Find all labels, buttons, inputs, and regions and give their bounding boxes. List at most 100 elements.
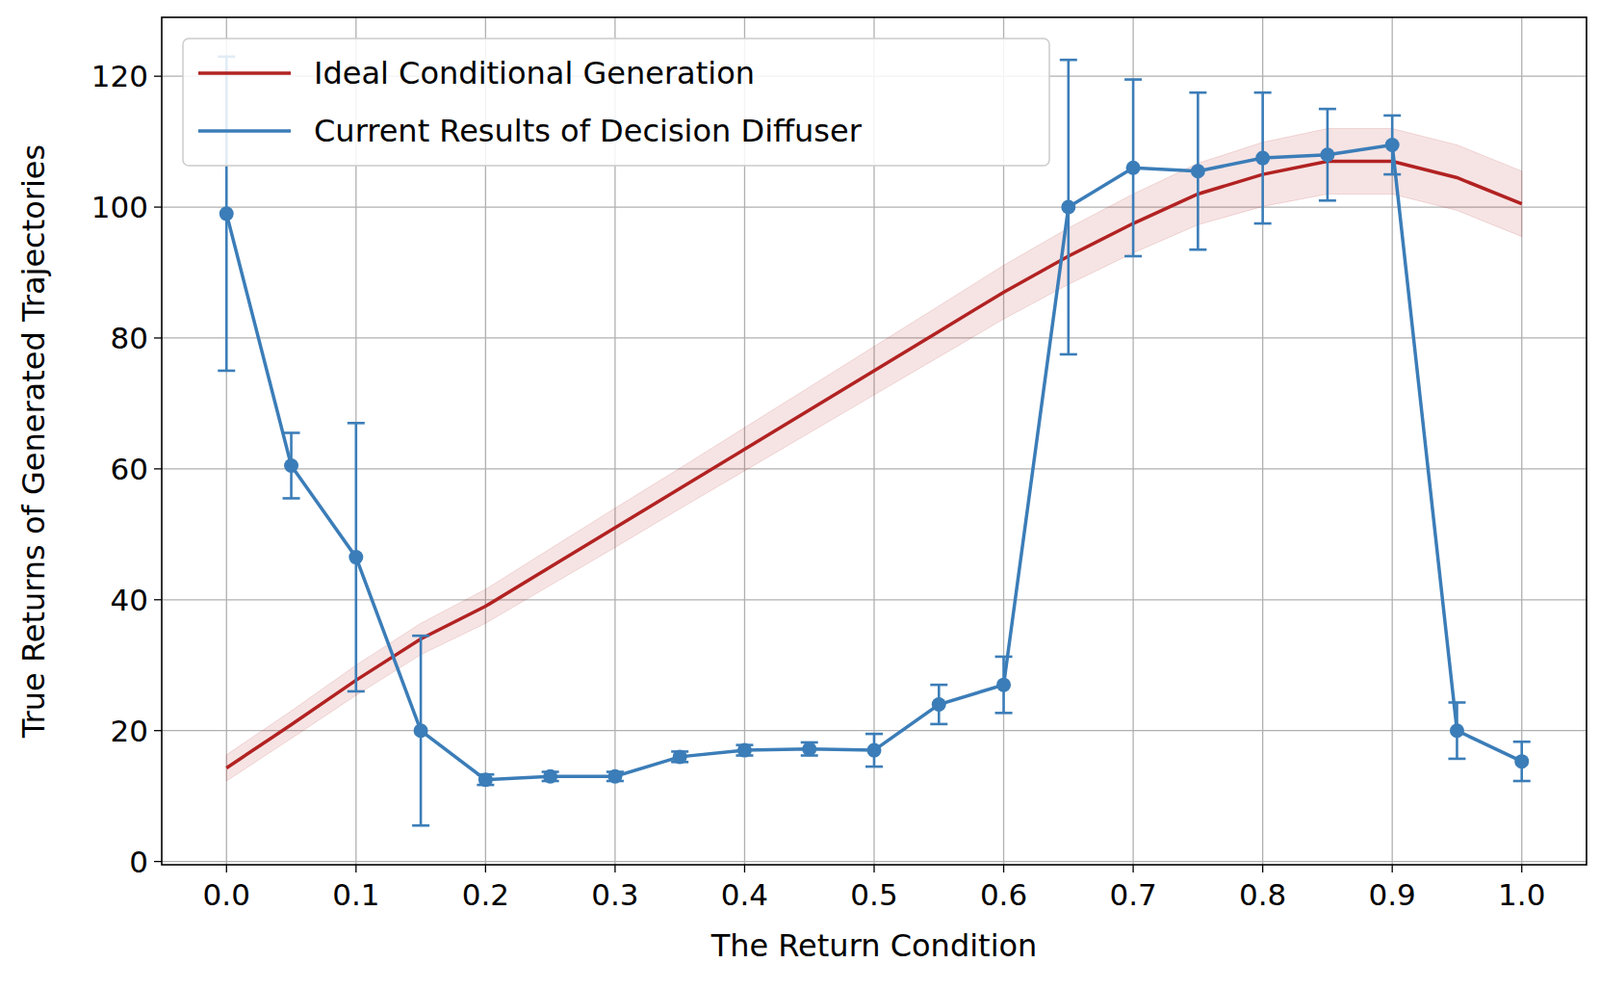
point	[1514, 753, 1529, 769]
point	[1255, 151, 1270, 166]
plot-area	[217, 56, 1530, 826]
tick	[154, 860, 162, 862]
legend-swatch	[198, 129, 291, 133]
tick	[1003, 864, 1005, 873]
error-cap	[1188, 91, 1207, 95]
error-cap	[1447, 757, 1466, 761]
error-cap	[1254, 222, 1272, 226]
error-cap	[1188, 248, 1207, 252]
error-bar	[1124, 79, 1142, 257]
error-bar	[865, 733, 883, 767]
error-bar	[1513, 741, 1531, 781]
error-cap	[412, 634, 430, 638]
error-cap	[347, 421, 365, 425]
error-cap	[412, 824, 430, 827]
tick-label: 20	[110, 713, 149, 749]
point	[737, 743, 752, 758]
error-cap	[995, 711, 1013, 715]
tick	[485, 864, 487, 873]
error-cap	[1383, 173, 1401, 177]
tick	[873, 864, 875, 873]
grid-line	[161, 729, 1587, 731]
tick-label: 0.7	[1109, 877, 1157, 912]
error-cap	[347, 690, 365, 694]
point	[1190, 163, 1206, 179]
error-bar	[412, 635, 430, 826]
grid-line	[161, 467, 1587, 469]
point	[542, 769, 558, 784]
error-cap	[217, 369, 235, 373]
tick	[154, 336, 162, 338]
tick	[1521, 864, 1523, 873]
point	[931, 696, 947, 712]
grid-line	[1132, 17, 1134, 865]
point	[1449, 722, 1465, 738]
frame	[161, 17, 1587, 865]
tick	[1262, 864, 1264, 873]
legend-label: Current Results of Decision Diffuser	[313, 112, 863, 150]
axes: 0.00.10.20.30.40.50.60.70.80.91.00204060…	[91, 58, 1547, 912]
point	[867, 743, 882, 758]
point	[996, 677, 1011, 693]
legend-box	[182, 38, 1050, 166]
point	[348, 549, 363, 565]
error-cap	[865, 732, 883, 736]
tick	[744, 864, 746, 873]
error-cap	[1513, 779, 1531, 783]
grid-line	[1262, 17, 1264, 865]
tick-label: 0.4	[721, 877, 769, 912]
error-cap	[1124, 77, 1142, 81]
chart: 0.00.10.20.30.40.50.60.70.80.91.00204060…	[0, 0, 1600, 989]
tick-label: 0.8	[1238, 877, 1287, 912]
x-axis-label: The Return Condition	[710, 927, 1038, 964]
tick-label: 0.5	[850, 877, 898, 912]
tick-label: 0	[129, 844, 149, 879]
error-cap	[1383, 114, 1401, 118]
error-bar	[1188, 92, 1207, 250]
tick-label: 1.0	[1497, 877, 1546, 912]
error-bar	[1383, 115, 1401, 175]
tick-label: 0.6	[980, 877, 1028, 912]
error-cap	[1318, 199, 1337, 203]
point	[1060, 200, 1076, 215]
error-bar	[283, 433, 301, 499]
tick	[154, 467, 162, 469]
tick	[154, 598, 162, 600]
grid-line	[1521, 17, 1523, 865]
tick-label: 0.0	[203, 877, 251, 912]
tick	[154, 729, 162, 731]
point	[672, 748, 688, 764]
error-cap	[1254, 91, 1272, 95]
tick	[614, 864, 616, 873]
error-bar	[1059, 59, 1078, 355]
tick	[355, 864, 357, 873]
point	[607, 769, 622, 784]
grid-line	[161, 598, 1587, 600]
error-bar	[1447, 701, 1466, 758]
error-cap	[1059, 58, 1078, 62]
error-cap	[1513, 740, 1531, 744]
point	[219, 206, 234, 221]
point	[413, 722, 429, 738]
legend: Ideal Conditional GenerationCurrent Resu…	[182, 38, 1050, 166]
error-cap	[283, 431, 301, 435]
error-cap	[283, 496, 301, 500]
error-bar	[800, 742, 819, 756]
y-axis-label: True Returns of Generated Trajectories	[15, 144, 52, 739]
error-bar	[995, 656, 1013, 713]
tick	[1132, 864, 1134, 873]
grid	[161, 17, 1587, 865]
point	[1319, 147, 1335, 162]
tick-label: 0.1	[332, 877, 380, 912]
error-cap	[995, 655, 1013, 659]
error-cap	[1059, 353, 1078, 357]
error-bar	[929, 684, 948, 724]
point	[801, 741, 817, 756]
error-cap	[929, 683, 948, 687]
tick-label: 40	[110, 582, 149, 618]
error-cap	[865, 765, 883, 769]
tick-label: 100	[91, 189, 149, 225]
error-cap	[929, 722, 948, 726]
point	[283, 458, 299, 473]
grid-line	[161, 860, 1587, 862]
